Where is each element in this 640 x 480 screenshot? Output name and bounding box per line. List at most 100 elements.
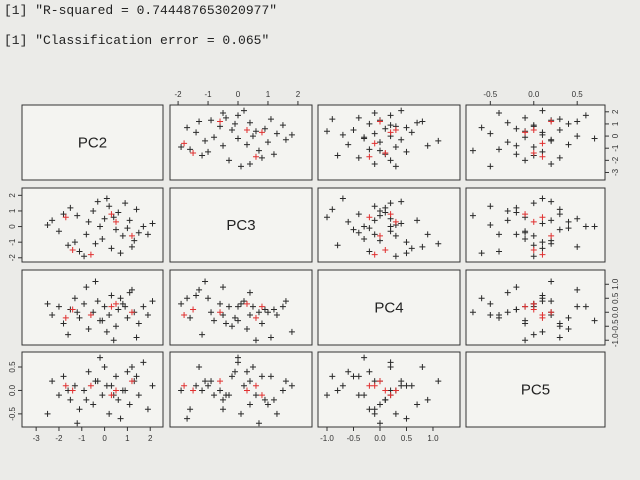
point (55, 303, 62, 310)
point (184, 415, 191, 422)
point (243, 368, 250, 375)
point (196, 364, 203, 370)
point (522, 114, 529, 121)
point (574, 303, 581, 310)
point (591, 317, 598, 324)
point (128, 309, 135, 316)
point (87, 251, 94, 258)
point (261, 125, 268, 132)
point (345, 218, 352, 225)
point (97, 354, 104, 361)
point (115, 306, 122, 313)
point (62, 314, 69, 321)
point (419, 243, 426, 250)
point (108, 303, 115, 310)
point (208, 117, 215, 124)
point (334, 242, 341, 249)
point (99, 236, 106, 243)
point (128, 232, 135, 239)
point (548, 278, 555, 285)
point (504, 139, 511, 146)
point (273, 312, 280, 319)
point (199, 387, 206, 394)
point (334, 387, 341, 394)
point (217, 300, 224, 307)
x-tick-label: -3 (33, 434, 41, 443)
y-tick-label: -1 (611, 144, 620, 152)
point (392, 127, 399, 133)
point (539, 298, 546, 305)
point (504, 207, 511, 214)
point (187, 314, 194, 321)
panel-frame (465, 269, 606, 346)
point (217, 309, 224, 316)
point (60, 211, 67, 218)
x-tick-label: -0.5 (483, 90, 497, 99)
point (522, 236, 529, 243)
point (193, 129, 200, 136)
panel-frame (465, 187, 606, 263)
point (246, 401, 253, 408)
point (108, 292, 115, 299)
point (220, 312, 227, 319)
x-tick-label: -1 (204, 90, 212, 99)
point (235, 303, 242, 310)
x-tick-label: 1 (266, 90, 271, 99)
point (496, 231, 503, 238)
point (288, 131, 295, 138)
point (371, 251, 378, 258)
point (113, 323, 119, 330)
point (85, 218, 92, 225)
point (504, 309, 511, 316)
point (539, 314, 546, 321)
point (193, 382, 200, 389)
point (361, 135, 368, 142)
point (235, 112, 242, 119)
point (144, 406, 151, 413)
point (199, 152, 206, 159)
point (530, 218, 537, 225)
point (556, 334, 563, 341)
point (530, 331, 537, 338)
point (101, 364, 108, 370)
point (135, 229, 142, 236)
point (103, 195, 110, 202)
point (403, 148, 410, 155)
y-tick-label: -1 (8, 238, 17, 246)
point (238, 410, 244, 417)
point (530, 232, 537, 239)
point (49, 217, 56, 224)
point (548, 309, 555, 316)
point (249, 364, 256, 370)
point (232, 314, 239, 321)
point (435, 137, 442, 144)
point (387, 392, 394, 399)
point (246, 289, 253, 296)
point (133, 206, 140, 213)
point (279, 387, 286, 394)
point (133, 334, 140, 341)
x-tick-label: 0.5 (401, 434, 413, 443)
point (126, 401, 133, 408)
point (124, 314, 131, 321)
point (81, 300, 88, 307)
point (487, 163, 494, 170)
panel-frame (317, 269, 461, 346)
point (419, 118, 426, 125)
point (539, 153, 546, 160)
point (246, 378, 253, 385)
point (366, 382, 373, 389)
point (196, 118, 203, 125)
y-tick-label: 2 (611, 109, 620, 114)
point (117, 415, 124, 422)
point (270, 306, 277, 313)
point (117, 295, 124, 302)
y-tick-label: 2 (8, 193, 17, 198)
point (69, 306, 76, 313)
y-tick-label: -3 (611, 168, 620, 176)
point (530, 253, 537, 260)
point (469, 212, 476, 219)
point (582, 112, 589, 119)
y-tick-label: 0 (611, 133, 620, 138)
point (246, 160, 253, 167)
